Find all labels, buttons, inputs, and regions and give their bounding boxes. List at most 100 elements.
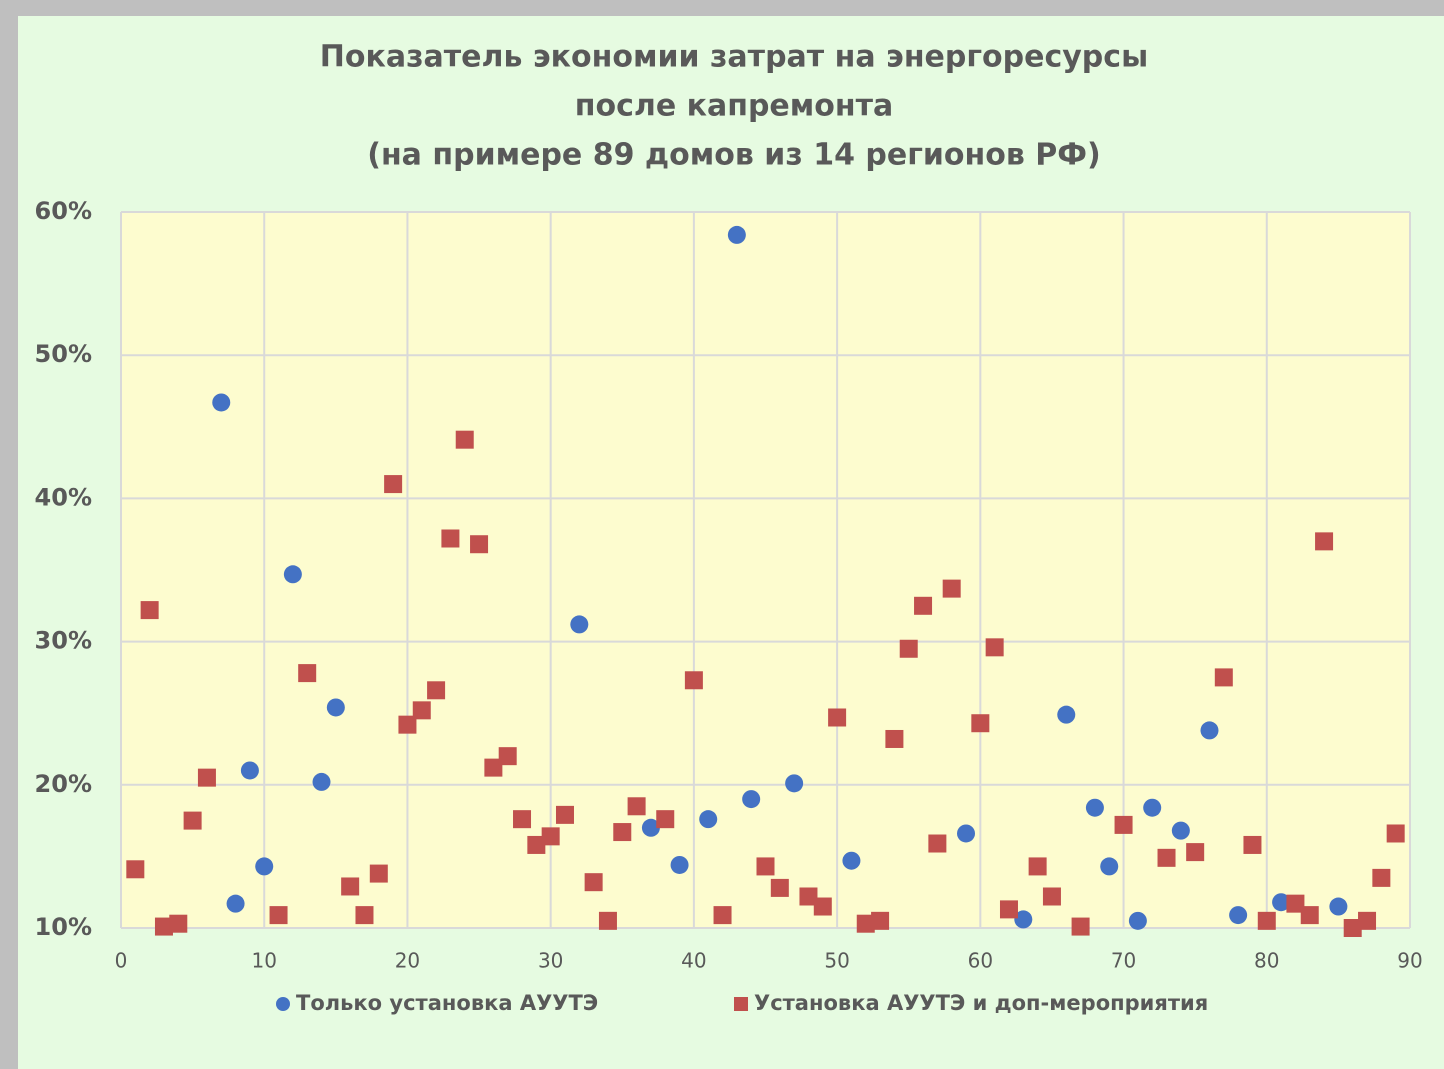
marker	[828, 708, 847, 727]
marker	[928, 834, 947, 853]
marker	[470, 535, 489, 554]
marker	[684, 671, 703, 690]
marker	[1071, 917, 1090, 936]
marker	[154, 917, 173, 936]
marker	[670, 855, 689, 874]
marker	[641, 818, 660, 837]
marker	[713, 906, 732, 925]
marker	[971, 714, 990, 733]
x-tick-label: 30	[538, 949, 563, 973]
marker	[813, 897, 832, 916]
chart-title: после капремонта	[575, 89, 894, 124]
marker	[1128, 911, 1147, 930]
plot-area	[121, 212, 1410, 928]
marker	[742, 790, 761, 809]
marker	[727, 225, 746, 244]
marker	[1186, 843, 1205, 862]
marker	[770, 878, 789, 897]
marker	[1100, 857, 1119, 876]
marker	[1157, 848, 1176, 867]
marker	[312, 772, 331, 791]
y-tick-label: 20%	[35, 770, 92, 798]
legend-label: Только установка АУУТЭ	[296, 991, 598, 1015]
marker	[240, 761, 259, 780]
marker	[341, 877, 360, 896]
marker	[541, 827, 560, 846]
marker	[1300, 906, 1319, 925]
marker	[484, 758, 503, 777]
marker	[1286, 894, 1305, 913]
marker	[856, 914, 875, 933]
marker	[1200, 721, 1219, 740]
marker	[1114, 815, 1133, 834]
marker	[785, 774, 804, 793]
y-tick-label: 50%	[35, 340, 92, 368]
marker	[570, 615, 589, 634]
marker	[398, 715, 417, 734]
marker	[627, 797, 646, 816]
marker	[1171, 821, 1190, 840]
marker	[756, 857, 775, 876]
marker	[369, 864, 388, 883]
marker	[842, 851, 861, 870]
marker	[1085, 798, 1104, 817]
marker	[527, 835, 546, 854]
marker	[999, 900, 1018, 919]
marker	[656, 810, 675, 829]
x-tick-label: 0	[115, 949, 128, 973]
x-tick-label: 50	[824, 949, 849, 973]
marker	[1243, 835, 1262, 854]
y-tick-label: 10%	[35, 913, 92, 941]
marker	[183, 811, 202, 830]
marker	[699, 810, 718, 829]
marker	[212, 393, 231, 412]
marker	[513, 810, 532, 829]
chart-title: Показатель экономии затрат на энергоресу…	[320, 40, 1148, 75]
marker	[1057, 705, 1076, 724]
marker	[355, 906, 374, 925]
marker	[1343, 919, 1362, 937]
marker	[427, 681, 446, 700]
marker	[1214, 668, 1233, 687]
marker	[384, 475, 403, 494]
legend-marker	[276, 997, 290, 1011]
chart-title: (на примере 89 домов из 14 регионов РФ)	[367, 138, 1101, 173]
marker	[226, 894, 245, 913]
marker	[1315, 532, 1334, 551]
x-tick-label: 40	[681, 949, 706, 973]
marker	[1386, 824, 1405, 843]
marker	[326, 698, 345, 717]
marker	[441, 529, 460, 548]
marker	[1358, 911, 1377, 930]
marker	[584, 873, 603, 892]
legend-marker	[734, 997, 748, 1011]
marker	[140, 601, 159, 620]
y-tick-label: 60%	[35, 197, 92, 225]
marker	[126, 860, 145, 879]
marker	[985, 638, 1004, 657]
marker	[298, 664, 317, 683]
marker	[1329, 897, 1348, 916]
marker	[1014, 910, 1033, 929]
marker	[498, 747, 517, 766]
marker	[1372, 868, 1391, 887]
marker	[1143, 798, 1162, 817]
marker	[169, 914, 188, 933]
marker	[942, 579, 961, 598]
marker	[555, 805, 574, 824]
marker	[412, 701, 431, 720]
marker	[269, 906, 288, 925]
y-tick-label: 40%	[35, 483, 92, 511]
x-tick-label: 90	[1397, 949, 1422, 973]
marker	[197, 768, 216, 787]
marker	[598, 911, 617, 930]
marker	[957, 824, 976, 843]
x-tick-label: 70	[1111, 949, 1136, 973]
marker	[1028, 857, 1047, 876]
marker	[914, 596, 933, 615]
marker	[1042, 887, 1061, 906]
marker	[899, 639, 918, 658]
x-tick-label: 60	[968, 949, 993, 973]
